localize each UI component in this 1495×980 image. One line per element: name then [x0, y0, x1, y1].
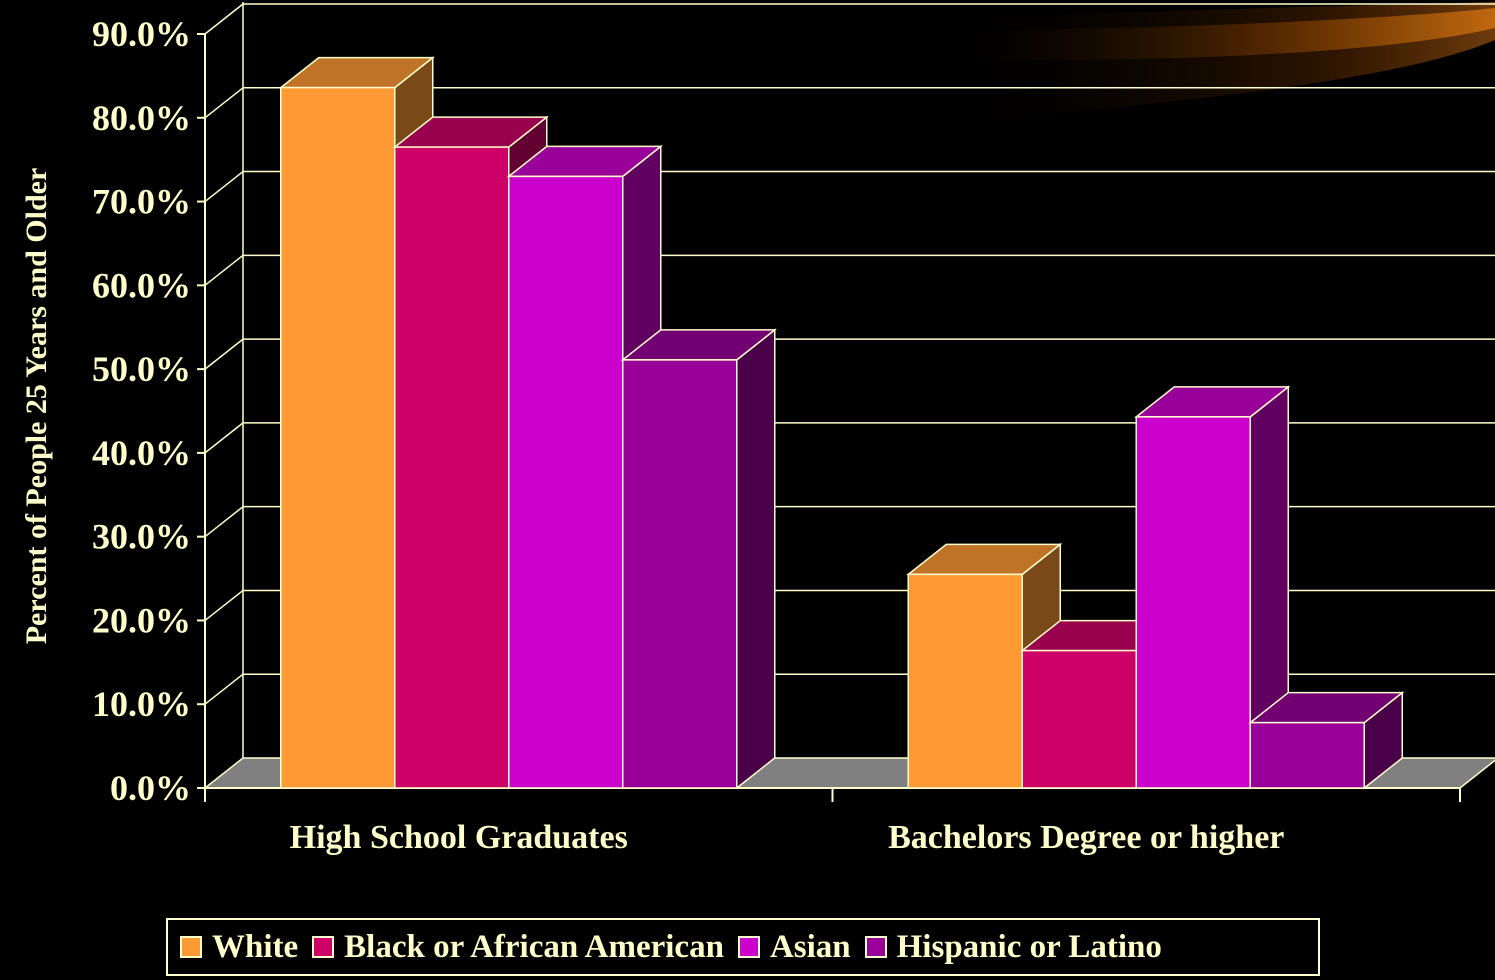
legend-item: White — [180, 929, 298, 966]
gridline-side — [204, 506, 244, 538]
y-tick-label: 20.0% — [92, 600, 191, 640]
bar-front — [622, 359, 738, 789]
y-tick-label: 0.0% — [110, 768, 191, 808]
legend-swatch — [737, 936, 760, 958]
bar-side — [736, 328, 776, 790]
legend-label: White — [212, 928, 299, 965]
legend-swatch — [864, 936, 887, 958]
gridline-side — [204, 87, 244, 119]
bar-front — [394, 146, 510, 789]
legend-label: Asian — [769, 928, 851, 965]
gridline-side — [204, 170, 244, 203]
y-tick-label: 40.0% — [92, 433, 191, 473]
bar-front — [907, 573, 1023, 789]
background-swoosh — [930, 2, 1495, 120]
gridline-side — [204, 254, 244, 286]
legend-item: Hispanic or Latino — [864, 928, 1162, 966]
y-tick-label: 60.0% — [92, 265, 191, 305]
gridline-side — [204, 589, 244, 622]
gridline-side — [204, 338, 244, 370]
bar-front — [1135, 416, 1251, 789]
y-axis-title: Percent of People 25 Years and Older — [20, 168, 53, 645]
bar-hispanic-or-latino — [1248, 691, 1405, 790]
x-category-label: High School Graduates — [290, 819, 628, 856]
y-tick-label: 10.0% — [92, 684, 191, 724]
legend-item: Asian — [737, 928, 851, 966]
gridline-side — [204, 422, 244, 454]
y-tick-label: 50.0% — [92, 349, 191, 389]
bar-front — [1249, 721, 1365, 789]
y-tick-label: 90.0% — [92, 14, 191, 54]
bar-front — [508, 175, 624, 789]
legend-item: Black or African American — [312, 929, 724, 966]
legend-label: Hispanic or Latino — [896, 928, 1162, 965]
bar-asian — [1134, 385, 1291, 790]
bar-hispanic-or-latino — [620, 328, 777, 790]
y-tick-label: 30.0% — [92, 517, 191, 557]
bar-front — [280, 86, 396, 789]
legend-swatch — [180, 936, 202, 958]
y-tick-label: 70.0% — [92, 182, 191, 222]
y-tick-label: 80.0% — [92, 98, 191, 138]
legend-label: Black or African American — [344, 928, 724, 965]
bar-front — [1021, 649, 1137, 789]
x-category-label: Bachelors Degree or higher — [888, 819, 1284, 856]
gridline-side — [204, 673, 244, 705]
gridline-side — [204, 3, 244, 35]
legend-swatch — [312, 936, 335, 958]
legend: White Black or African American Asian Hispa… — [166, 918, 1320, 976]
